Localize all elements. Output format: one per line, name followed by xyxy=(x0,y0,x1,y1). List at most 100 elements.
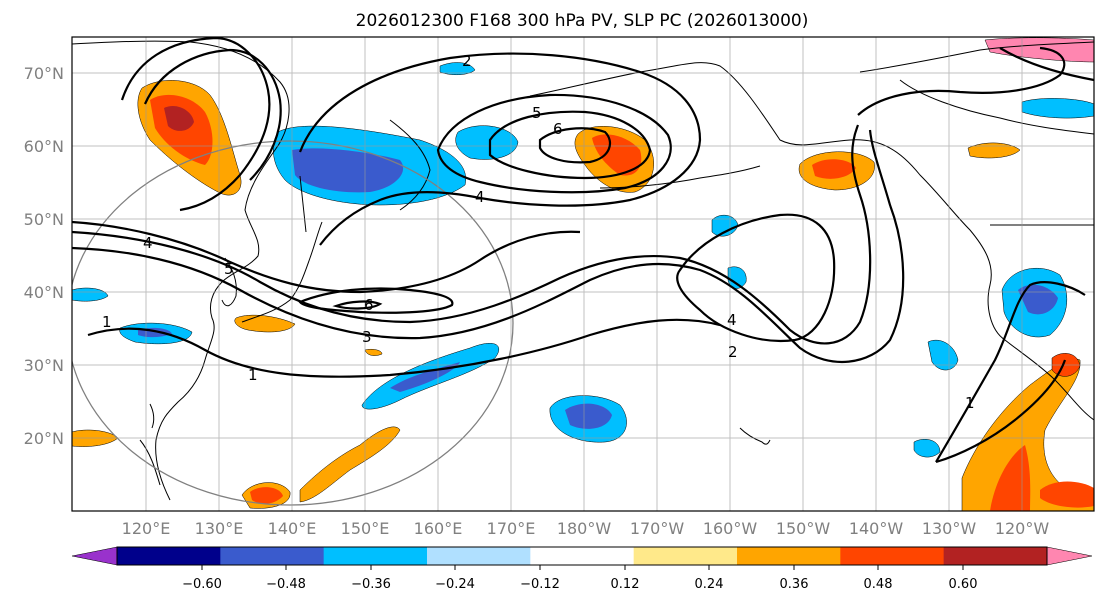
coast-asia-east xyxy=(72,40,290,501)
contour-line xyxy=(857,46,1066,116)
pv-blob-west-edge xyxy=(72,287,109,302)
lon-tick-label: 140°W xyxy=(849,519,904,538)
coast-canada-north xyxy=(859,41,1094,73)
lon-tick-label: 160°W xyxy=(703,519,758,538)
pv-blob-hawaii-ne xyxy=(927,339,959,371)
figure-title: 2026012300 F168 300 hPa PV, SLP PC (2026… xyxy=(356,11,809,31)
contour-line xyxy=(332,300,383,310)
colorbar-bin xyxy=(840,547,945,565)
lon-axis: 120°E 130°E 140°E 150°E 160°E 170°E 180°… xyxy=(122,519,1050,538)
lat-tick-label: 70°N xyxy=(24,64,64,83)
colorbar-bin xyxy=(427,547,531,565)
lat-axis: 20°N 30°N 40°N 50°N 60°N 70°N xyxy=(24,64,64,448)
contour-label: 1 xyxy=(102,313,112,331)
colorbar: −0.60 −0.48 −0.36 −0.24 −0.12 0.12 0.24 … xyxy=(71,546,1093,592)
colorbar-tick-label: 0.60 xyxy=(949,577,978,592)
contour-line xyxy=(143,48,282,181)
colorbar-over-triangle xyxy=(1046,546,1093,566)
contour-label: 5 xyxy=(224,260,234,278)
map-panel: 1 1 1 2 2 3 4 4 4 5 5 6 6 xyxy=(72,37,1094,511)
coastlines xyxy=(72,40,1094,501)
contour-label: 5 xyxy=(532,104,542,122)
lon-tick-label: 170°E xyxy=(487,519,536,538)
slp-contours xyxy=(72,37,1094,464)
colorbar-tick-label: −0.24 xyxy=(435,577,475,592)
colorbar-tick-label: −0.60 xyxy=(182,577,222,592)
coast-taiwan xyxy=(149,403,155,429)
colorbar-bin xyxy=(220,547,325,565)
pv-blob-central-pacific-core xyxy=(565,403,612,429)
pv-blob-east-subtropics-red xyxy=(990,445,1031,511)
contour-label: 6 xyxy=(553,120,563,138)
colorbar-bins xyxy=(117,547,1048,565)
colorbar-tick-label: 0.24 xyxy=(695,577,724,592)
pv-positive-shading xyxy=(72,37,1094,511)
lat-tick-label: 30°N xyxy=(24,356,64,375)
coast-philippines xyxy=(139,439,161,486)
coast-hawaii xyxy=(739,427,771,445)
colorbar-bin xyxy=(737,547,841,565)
contour-label: 6 xyxy=(364,296,374,314)
map-frame xyxy=(71,36,1095,512)
lon-tick-label: 140°E xyxy=(268,519,317,538)
pv-blob-sw-south-red xyxy=(250,487,283,504)
lat-tick-label: 20°N xyxy=(24,429,64,448)
lon-tick-label: 180°W xyxy=(557,519,612,538)
coast-canada-interior xyxy=(899,79,1094,135)
coast-kamchatka xyxy=(389,119,431,211)
lon-tick-label: 160°E xyxy=(414,519,463,538)
colorbar-tick-label: 0.12 xyxy=(611,577,640,592)
contour-line xyxy=(298,287,454,314)
colorbar-labels: −0.60 −0.48 −0.36 −0.24 −0.12 0.12 0.24 … xyxy=(182,577,977,592)
lon-tick-label: 150°W xyxy=(776,519,831,538)
lat-tick-label: 50°N xyxy=(24,210,64,229)
lon-tick-label: 120°W xyxy=(995,519,1050,538)
colorbar-ticks xyxy=(201,565,964,570)
colorbar-bin xyxy=(323,547,428,565)
colorbar-frame xyxy=(116,546,1048,566)
lat-tick-label: 40°N xyxy=(24,283,64,302)
pv-blob-far-east-south xyxy=(1040,481,1094,508)
colorbar-tick-label: 0.36 xyxy=(780,577,809,592)
contour-line xyxy=(436,93,672,194)
pv-blob-east-subtropics xyxy=(961,358,1094,511)
pv-blob-ecs xyxy=(364,348,383,356)
colorbar-bin xyxy=(530,547,635,565)
contour-label: 2 xyxy=(728,343,738,361)
pv-blob-canada xyxy=(1021,98,1094,119)
pv-blob-gulf-alaska-red xyxy=(812,159,856,179)
contour-label: 4 xyxy=(475,188,485,206)
contour-label: 4 xyxy=(727,311,737,329)
contour-line xyxy=(120,37,271,212)
lon-tick-label: 120°E xyxy=(122,519,171,538)
contour-label: 2 xyxy=(462,52,472,70)
colorbar-tick-label: −0.36 xyxy=(351,577,391,592)
contour-line xyxy=(72,129,905,364)
contour-line xyxy=(999,47,1094,82)
colorbar-bin xyxy=(117,547,221,565)
range-ring xyxy=(72,140,514,506)
contour-line xyxy=(538,127,612,164)
coast-japan xyxy=(241,221,323,323)
contour-label: 4 xyxy=(143,234,153,252)
contour-line xyxy=(298,52,702,246)
contour-line xyxy=(935,359,1067,464)
contour-line xyxy=(676,213,836,342)
colorbar-bin xyxy=(943,547,1048,565)
pv-blob-west-pacific-south xyxy=(299,426,401,503)
lon-tick-label: 130°E xyxy=(195,519,244,538)
contour-line xyxy=(935,281,1086,463)
lat-tick-label: 60°N xyxy=(24,137,64,156)
colorbar-tick-label: −0.48 xyxy=(266,577,306,592)
pv-blob-east-pacific-small xyxy=(913,439,941,458)
colorbar-under-triangle xyxy=(71,546,118,566)
pv-blob-bering xyxy=(455,125,519,160)
pv-blob-bering-east-red xyxy=(592,134,642,176)
contour-labels: 1 1 1 2 2 3 4 4 4 5 5 6 6 xyxy=(102,52,975,412)
colorbar-tick-label: 0.48 xyxy=(864,577,893,592)
contour-line xyxy=(72,220,581,294)
pv-blob-arctic-small xyxy=(439,62,476,75)
pv-blob-siberia-core xyxy=(164,105,194,131)
contour-label: 1 xyxy=(965,394,975,412)
